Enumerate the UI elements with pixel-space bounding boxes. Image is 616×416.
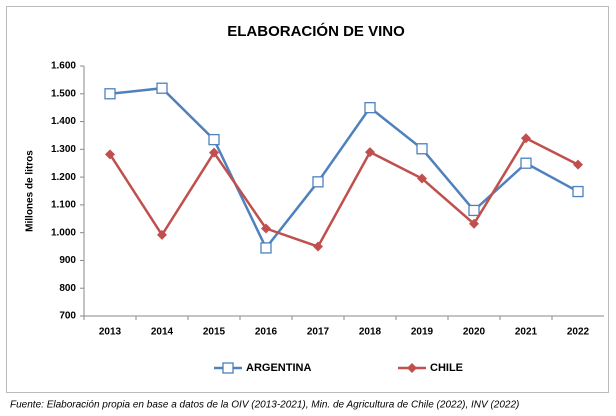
y-tick-label: 1.600 — [51, 61, 76, 72]
y-tick-label: 1.400 — [51, 116, 76, 127]
marker — [416, 143, 428, 155]
marker — [313, 241, 323, 252]
legend-label: ARGENTINA — [246, 362, 311, 374]
marker — [209, 147, 219, 158]
x-tick-label: 2015 — [203, 327, 226, 338]
legend-label: CHILE — [430, 362, 463, 374]
x-tick-label: 2022 — [567, 327, 590, 338]
marker — [364, 102, 376, 114]
marker — [572, 185, 584, 198]
marker — [521, 133, 531, 144]
x-tick-label: 2016 — [255, 327, 278, 338]
y-tick-label: 1.300 — [51, 144, 76, 155]
marker — [105, 149, 115, 160]
chart-title: ELABORACIÓN DE VINO — [227, 22, 405, 40]
marker — [417, 173, 427, 184]
marker — [157, 229, 167, 240]
marker — [156, 82, 168, 94]
y-axis-label: Millones de litros — [25, 150, 36, 232]
y-tick-label: 900 — [59, 255, 76, 266]
series-line — [108, 136, 579, 249]
marker — [222, 362, 234, 374]
series-line — [109, 86, 579, 251]
x-tick-label: 2014 — [151, 327, 174, 338]
y-tick-label: 1.500 — [51, 88, 76, 99]
x-tick-label: 2021 — [515, 327, 538, 338]
x-tick-label: 2019 — [411, 327, 434, 338]
y-tick-label: 1.100 — [51, 200, 76, 211]
y-tick-label: 1.200 — [51, 172, 76, 183]
marker — [468, 204, 480, 217]
marker — [261, 223, 271, 234]
marker — [520, 157, 532, 169]
marker — [260, 242, 272, 254]
x-tick-label: 2020 — [463, 327, 486, 338]
marker — [104, 88, 116, 100]
source-note: Fuente: Elaboración propia en base a dat… — [10, 400, 519, 411]
y-tick-label: 800 — [59, 283, 76, 294]
marker — [573, 159, 583, 170]
y-tick-label: 700 — [59, 311, 76, 322]
x-tick-label: 2013 — [99, 327, 122, 338]
marker — [208, 133, 220, 146]
x-tick-label: 2017 — [307, 327, 330, 338]
chart-border — [6, 6, 609, 393]
y-tick-label: 1.000 — [51, 227, 76, 238]
marker — [407, 363, 417, 373]
marker — [365, 147, 375, 158]
marker — [312, 176, 324, 188]
x-tick-label: 2018 — [359, 327, 382, 338]
marker — [469, 218, 479, 229]
